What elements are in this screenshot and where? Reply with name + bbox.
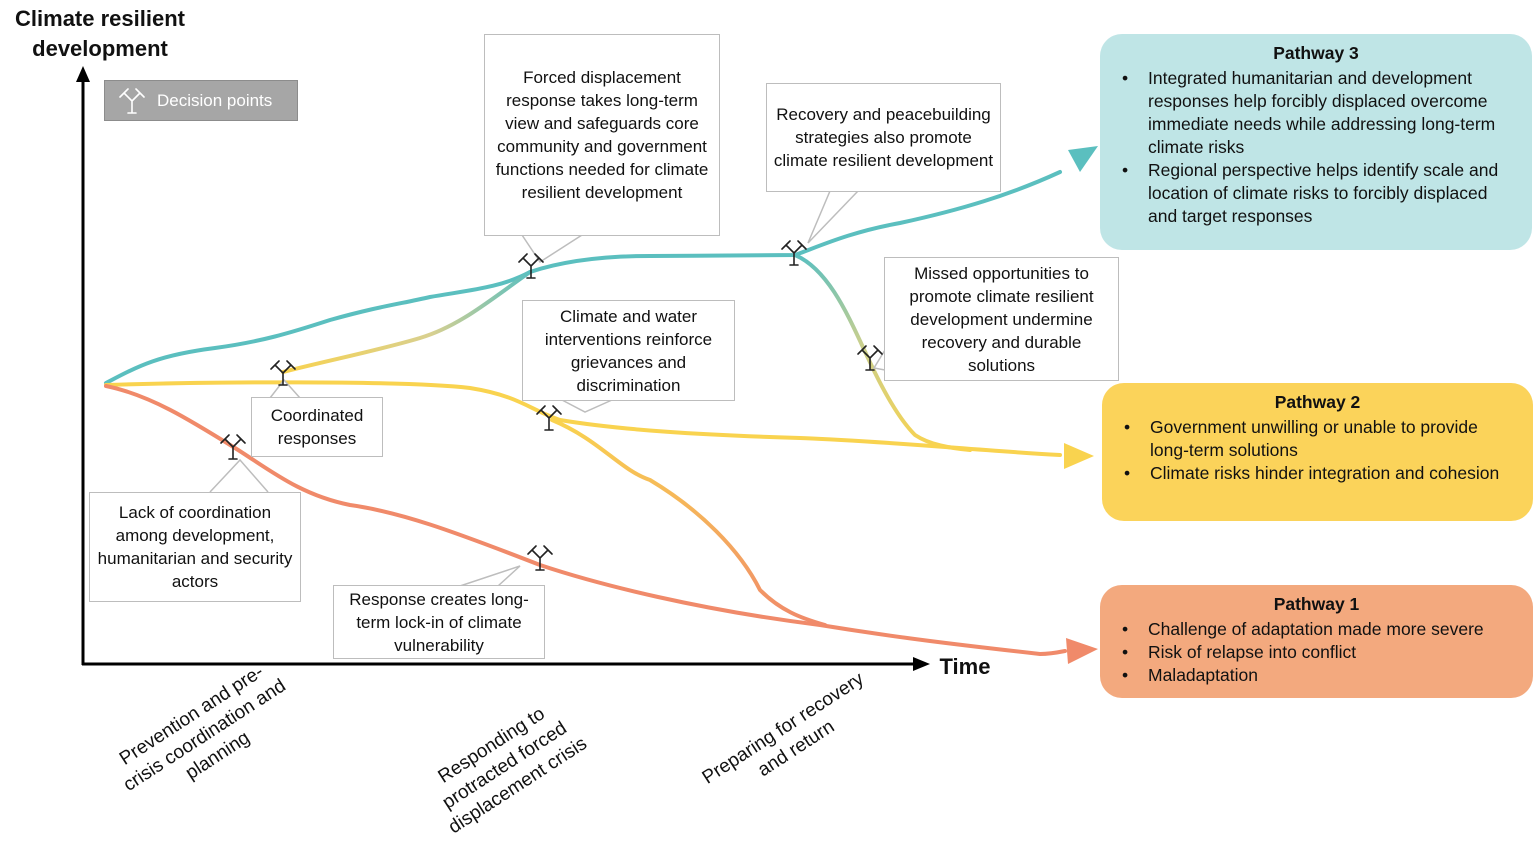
y-axis-title-line1: Climate resilient [15, 6, 185, 31]
x-axis-title: Time [939, 654, 991, 679]
callout-coordinated: Coordinated responses [251, 397, 383, 457]
legend-label: Decision points [157, 90, 273, 110]
callout-climate-water: Climate and water interventions reinforc… [522, 300, 735, 401]
pathway-3-bullet: Integrated humanitarian and development … [1114, 67, 1518, 159]
pathway-3-box: Pathway 3 Integrated humanitarian and de… [1100, 34, 1532, 250]
decision-points [220, 240, 883, 571]
pathway-1-title: Pathway 1 [1273, 594, 1360, 614]
pathway-2-bullet: Government unwilling or unable to provid… [1116, 416, 1519, 462]
tail-lock-in [459, 565, 521, 587]
pathway-2-arrowhead [1064, 443, 1094, 469]
decision-point-icon [518, 253, 544, 279]
decision-point-icon [220, 434, 246, 460]
axes [76, 66, 930, 671]
grievance-branch-curve [550, 418, 827, 627]
decision-point-icon [857, 345, 883, 371]
pathway-3-curve [104, 170, 1062, 385]
decision-point-icon [527, 545, 553, 571]
pathway-2-list: Government unwilling or unable to provid… [1116, 416, 1519, 485]
callout-missed-opportunities: Missed opportunities to promote climate … [884, 257, 1119, 381]
y-axis-arrowhead [76, 66, 90, 82]
pathway-3-list: Integrated humanitarian and development … [1114, 67, 1518, 228]
pathway-2-bullet: Climate risks hinder integration and coh… [1116, 462, 1519, 485]
tail-forced-displacement [521, 234, 583, 264]
pathway-3-arrowhead [1068, 146, 1098, 172]
pathway-1-list: Challenge of adaptation made more severe… [1114, 618, 1519, 687]
decision-points-legend: Decision points [104, 80, 298, 121]
pathway-1-arrowhead [1066, 638, 1098, 664]
tail-missed [872, 349, 886, 371]
decision-point-icon [536, 405, 562, 431]
callout-lack-coordination: Lack of coordination among development, … [89, 492, 301, 602]
decision-point-icon [781, 240, 807, 266]
y-axis-title-line2: development [32, 36, 168, 61]
tail-coordinated [269, 378, 301, 399]
x-axis-arrowhead [913, 657, 930, 671]
pathway-1-bullet: Maladaptation [1114, 664, 1519, 687]
pathway-2-curve [104, 380, 1062, 457]
pathway-2-title: Pathway 2 [1274, 392, 1361, 412]
callout-lock-in: Response creates long-term lock-in of cl… [333, 585, 545, 659]
decision-point-icon [119, 87, 145, 114]
pathway-1-bullet: Challenge of adaptation made more severe [1114, 618, 1519, 641]
decision-point-icon [270, 360, 296, 386]
pathway-2-box: Pathway 2 Government unwilling or unable… [1102, 383, 1533, 521]
tail-recovery [807, 190, 859, 244]
pathway-1-box: Pathway 1 Challenge of adaptation made m… [1100, 585, 1533, 698]
callout-forced-displacement: Forced displacement response takes long-… [484, 34, 720, 236]
pathway-1-bullet: Risk of relapse into conflict [1114, 641, 1519, 664]
missed-opportunity-curve [793, 253, 972, 452]
pathway-3-title: Pathway 3 [1273, 43, 1359, 63]
tail-lack [209, 458, 269, 493]
callout-recovery-peacebuilding: Recovery and peacebuilding strategies al… [766, 83, 1001, 192]
tail-climate-water [561, 399, 613, 413]
y-axis-title: Climate resilient development [0, 4, 200, 64]
pathway-3-bullet: Regional perspective helps identify scal… [1114, 159, 1518, 228]
coordinated-branch-curve [281, 270, 532, 374]
